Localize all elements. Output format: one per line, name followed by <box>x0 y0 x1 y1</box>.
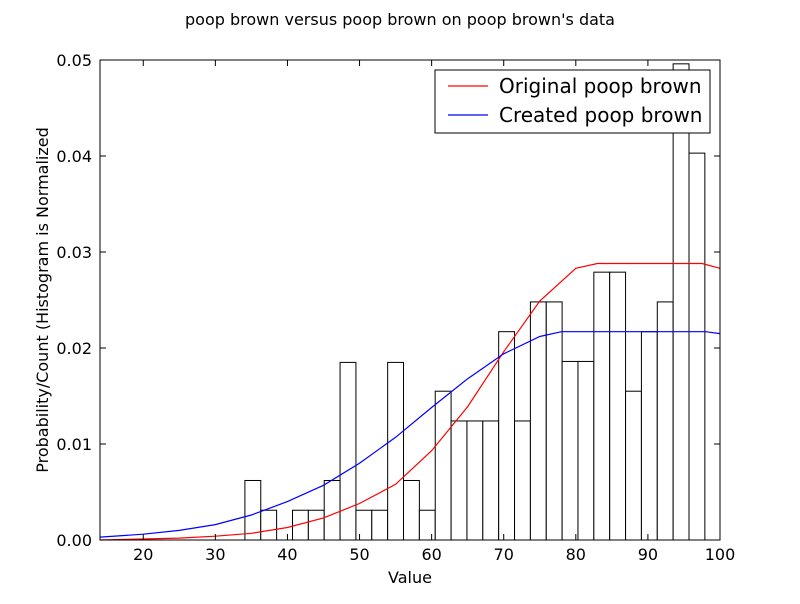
histogram-bar <box>656 301 674 541</box>
histogram-bar <box>561 360 579 541</box>
histogram-bar <box>371 509 389 541</box>
histogram-bar <box>355 509 373 541</box>
plot-frame <box>99 59 721 541</box>
y-axis-ticks: 0.00 0.01 0.02 0.03 0.04 0.05 <box>56 51 720 550</box>
histogram-bar <box>387 361 405 541</box>
y-tick-label: 0.01 <box>56 435 92 454</box>
histogram-bar <box>403 479 420 541</box>
series-line-created <box>99 331 721 538</box>
chart-title: poop brown versus poop brown on poop bro… <box>185 10 615 29</box>
histogram-bar <box>466 420 484 541</box>
series-line-original <box>99 262 721 541</box>
x-axis-label: Value <box>388 568 432 587</box>
histogram-bar <box>609 271 627 541</box>
histogram-bar <box>640 331 658 541</box>
histogram-bar <box>323 479 341 541</box>
histogram-bar <box>482 420 500 541</box>
x-tick-label: 20 <box>133 545 153 564</box>
x-tick-label: 90 <box>638 545 658 564</box>
curve-lines <box>99 262 721 541</box>
histogram-bar <box>339 361 357 541</box>
y-tick-label: 0.05 <box>56 51 92 70</box>
y-tick-label: 0.02 <box>56 339 92 358</box>
x-tick-label: 70 <box>494 545 514 564</box>
histogram-bars <box>244 63 706 541</box>
histogram-bar <box>434 390 452 541</box>
histogram-bar <box>625 390 642 541</box>
legend-box <box>434 69 711 134</box>
histogram-bar <box>244 479 262 541</box>
histogram-bar <box>260 509 278 541</box>
histogram-bar <box>688 152 706 541</box>
x-axis-ticks: 20 30 40 50 60 70 80 90 100 <box>133 60 735 564</box>
legend-label-created: Created poop brown <box>499 103 702 127</box>
histogram-bar <box>498 331 516 541</box>
histogram-bar <box>593 271 611 541</box>
histogram-bar <box>418 509 436 541</box>
x-tick-label: 30 <box>205 545 225 564</box>
histogram-bar <box>307 509 325 541</box>
x-tick-label: 40 <box>277 545 297 564</box>
y-axis-label: Probability/Count (Histogram is Normaliz… <box>33 127 52 473</box>
histogram-bar <box>577 360 595 541</box>
histogram-bar <box>450 420 468 541</box>
x-tick-label: 60 <box>421 545 441 564</box>
histogram-bar <box>672 63 690 541</box>
y-tick-label: 0.00 <box>56 531 92 550</box>
y-tick-label: 0.04 <box>56 147 92 166</box>
legend: Original poop brown Created poop brown <box>434 69 711 134</box>
x-tick-label: 80 <box>566 545 586 564</box>
y-tick-label: 0.03 <box>56 243 92 262</box>
x-tick-label: 100 <box>705 545 736 564</box>
histogram-bar <box>545 301 563 541</box>
x-tick-label: 50 <box>349 545 369 564</box>
histogram-bar <box>514 420 531 541</box>
legend-label-original: Original poop brown <box>499 74 702 98</box>
